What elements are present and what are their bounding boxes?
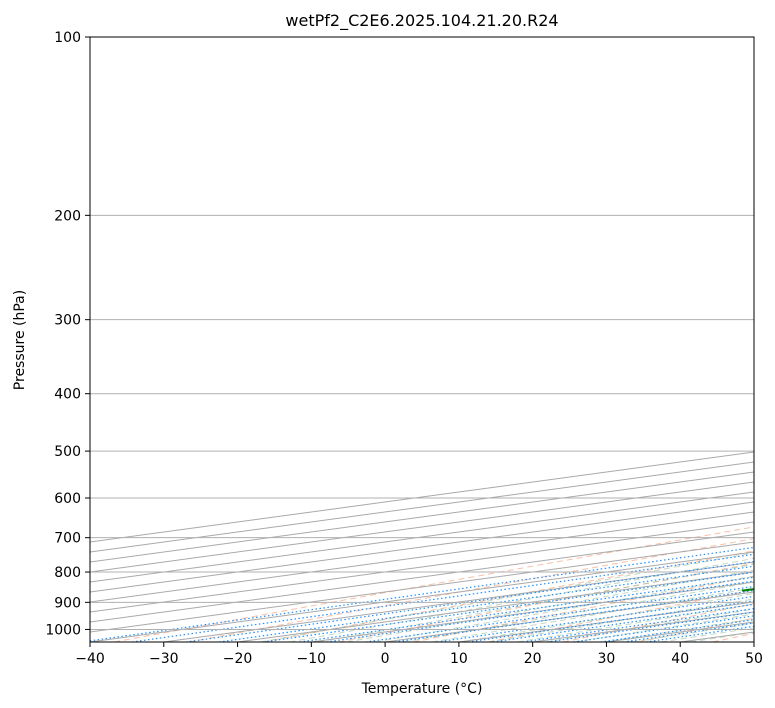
moist-adiabat-line — [403, 581, 754, 642]
background-lines — [90, 451, 754, 642]
x-tick-label: 0 — [381, 651, 390, 667]
plot-frame — [89, 36, 755, 643]
x-axis: −40 −30 −20 −10 0 10 20 30 40 50 — [75, 642, 763, 667]
isotherm-line — [90, 471, 754, 563]
isotherm-line — [90, 501, 754, 593]
dry-adiabat-line — [114, 526, 754, 642]
x-tick-label: 10 — [450, 651, 468, 667]
y-tick-label: 400 — [54, 387, 81, 403]
isotherm-line — [90, 451, 754, 543]
moist-adiabat-line — [431, 587, 754, 642]
y-tick-label: 900 — [54, 595, 81, 611]
x-tick-label: 50 — [745, 651, 763, 667]
y-tick-label: 500 — [54, 444, 81, 460]
plot-background — [90, 37, 754, 642]
isotherm-line — [90, 461, 754, 553]
moist-adiabat-line — [346, 569, 754, 642]
y-tick-label: 800 — [54, 565, 81, 581]
x-tick-label: −30 — [149, 651, 179, 667]
y-tick-label: 200 — [54, 208, 81, 224]
x-tick-label: 40 — [671, 651, 689, 667]
mixing-ratio-line — [522, 607, 754, 642]
dry-adiabat-line — [338, 562, 754, 642]
y-tick-label: 100 — [54, 30, 81, 46]
y-tick-label: 1000 — [45, 622, 81, 638]
mixing-ratio-line — [436, 595, 754, 642]
y-axis: 100 200 300 400 500 600 700 800 900 1000 — [45, 30, 90, 638]
dry-adiabat-line — [413, 575, 754, 642]
pressure-grid — [90, 37, 754, 630]
mixing-ratio-line — [492, 603, 754, 642]
x-tick-label: −10 — [297, 651, 327, 667]
dry-adiabat-line — [188, 538, 754, 642]
x-tick-label: 20 — [524, 651, 542, 667]
y-tick-label: 600 — [54, 491, 81, 507]
mixing-ratio-line — [546, 611, 754, 642]
mixing-ratio-line — [467, 600, 754, 642]
isotherm-line — [90, 491, 754, 583]
x-tick-label: −40 — [75, 651, 105, 667]
isotherm-line — [753, 641, 754, 642]
mixing-ratio-line — [90, 546, 754, 642]
mixing-ratio-line — [132, 553, 754, 642]
moist-adiabat-line — [488, 598, 754, 642]
y-tick-label: 700 — [54, 531, 81, 547]
isotherm-line — [90, 481, 754, 573]
y-tick-label: 300 — [54, 313, 81, 329]
moist-adiabat-line — [318, 563, 754, 642]
isotherm-line — [90, 531, 754, 623]
x-axis-title: Temperature (°C) — [361, 681, 483, 697]
chart-title: wetPf2_C2E6.2025.104.21.20.R24 — [285, 11, 558, 31]
isotherm-line — [90, 511, 754, 603]
x-tick-label: 30 — [598, 651, 616, 667]
x-tick-label: −20 — [223, 651, 253, 667]
y-axis-title: Pressure (hPa) — [12, 290, 28, 390]
isotherm-line — [90, 521, 754, 613]
